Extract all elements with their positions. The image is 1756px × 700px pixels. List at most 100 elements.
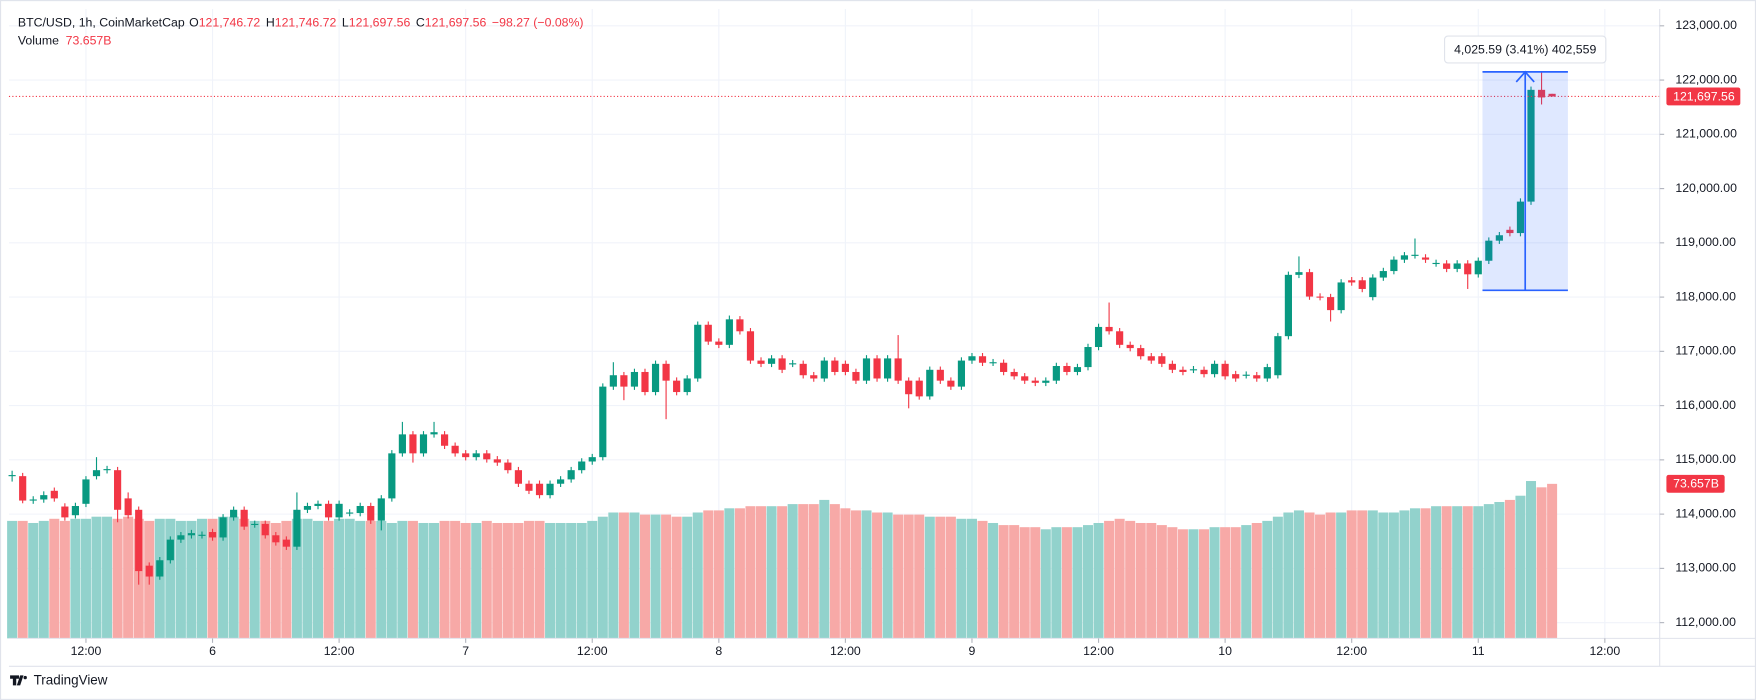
volume-bar [1462, 506, 1473, 639]
ohlc-value: 121,697.56 [349, 16, 411, 30]
overlay: 4,025.59 (3.41%) 402,559 [8, 35, 1660, 292]
candle-body [535, 483, 544, 496]
volume-bar [587, 520, 598, 639]
volume-pane [7, 481, 1558, 639]
volume-bar [1346, 510, 1357, 639]
candle-body [1485, 240, 1493, 261]
volume-bar [376, 520, 387, 639]
volume-bar [734, 508, 745, 639]
volume-bar [692, 512, 703, 639]
candle-body [504, 462, 512, 471]
ohlc-key: C [416, 16, 425, 30]
x-tick-label: 12:00 [830, 644, 861, 658]
candle-body [905, 380, 913, 395]
candle-body [831, 360, 839, 372]
candle-body [1548, 93, 1556, 97]
volume-bar [49, 518, 60, 639]
volume-bar [924, 516, 935, 639]
volume-bar [956, 518, 967, 639]
candle-body [1337, 282, 1345, 311]
volume-bar [1367, 510, 1378, 639]
candle-body [1232, 374, 1240, 379]
volume-bar [576, 522, 587, 639]
candle-body [599, 386, 607, 458]
volume-bar [1030, 527, 1041, 639]
candle-body [1042, 380, 1050, 383]
volume-bar [703, 510, 714, 639]
candle-body [430, 432, 438, 435]
volume-bar [1262, 520, 1273, 639]
volume-bar [38, 520, 49, 639]
volume-bar [1135, 522, 1146, 639]
x-tick-label: 6 [209, 644, 216, 658]
ohlc-key: H [266, 16, 275, 30]
candle-body [1137, 348, 1145, 357]
volume-bar [1220, 527, 1231, 639]
x-tick-label: 11 [1472, 644, 1485, 658]
price-badge-label: 121,697.56 [1673, 89, 1735, 103]
candle-body [651, 363, 660, 393]
volume-bar [323, 520, 334, 639]
volume-bar [102, 516, 113, 639]
candle-body [198, 534, 206, 536]
volume-bar [460, 522, 471, 639]
candle-body [567, 470, 575, 480]
volume-bar [429, 522, 440, 639]
candle-body [1432, 262, 1440, 265]
candle-body [240, 509, 248, 527]
symbol: BTC/USD, 1h, CoinMarketCap [18, 16, 185, 30]
volume-bar [903, 514, 914, 639]
candle-body [1168, 363, 1176, 370]
candle-body [1221, 363, 1229, 377]
volume-bar [766, 506, 777, 639]
volume-bar [1357, 510, 1368, 639]
volume-bar [1536, 487, 1547, 639]
volume-bar [1114, 518, 1125, 639]
volume-bar [798, 504, 809, 639]
candle-body [1305, 272, 1314, 297]
ohlc-value: 121,697.56 [425, 16, 487, 30]
candle-body [1495, 235, 1503, 241]
candle-body [261, 523, 269, 536]
volume-bar [861, 510, 872, 639]
volume-bar [1315, 514, 1326, 639]
x-tick-label: 12:00 [577, 644, 608, 658]
volume-bar [555, 522, 566, 639]
volume-bar [80, 518, 91, 639]
volume-bar [1420, 508, 1431, 639]
volume-bar [1409, 508, 1420, 639]
candle-body [936, 369, 944, 381]
volume-bar [661, 514, 672, 639]
measure-tooltip [1444, 35, 1607, 64]
candle-body [166, 539, 174, 561]
y-tick-label: 113,000.00 [1675, 561, 1736, 575]
candle-body [1000, 362, 1008, 372]
volume-bar [977, 520, 988, 639]
candle-body [1021, 376, 1029, 381]
volume-bar [1156, 525, 1167, 639]
volume-bar [249, 520, 260, 639]
volume-bar [239, 518, 250, 639]
volume-bar [1304, 512, 1315, 639]
candle-body [356, 505, 364, 514]
volume-bar [1272, 516, 1283, 639]
candle-body [620, 375, 628, 387]
candle-body [546, 483, 554, 496]
candle-body [1094, 326, 1103, 348]
candle-body [1274, 336, 1282, 376]
candle-body [1506, 229, 1514, 234]
candle-body [1147, 356, 1155, 361]
candle-body [1453, 263, 1461, 269]
volume-name: Volume [18, 34, 59, 48]
candle-body [1158, 356, 1166, 364]
candle-body [810, 375, 818, 379]
volume-bar [639, 514, 651, 639]
candle-body [1358, 280, 1366, 289]
candle-body [1126, 344, 1134, 349]
ohlc-value: 121,746.72 [199, 16, 261, 30]
candle-body [1327, 297, 1335, 311]
candle-body [1295, 272, 1303, 275]
logo-dot [23, 675, 27, 680]
volume-bar [302, 518, 313, 639]
axes: 112,000.00 113,000.00 114,000.00 115,000.00… [71, 18, 1741, 658]
